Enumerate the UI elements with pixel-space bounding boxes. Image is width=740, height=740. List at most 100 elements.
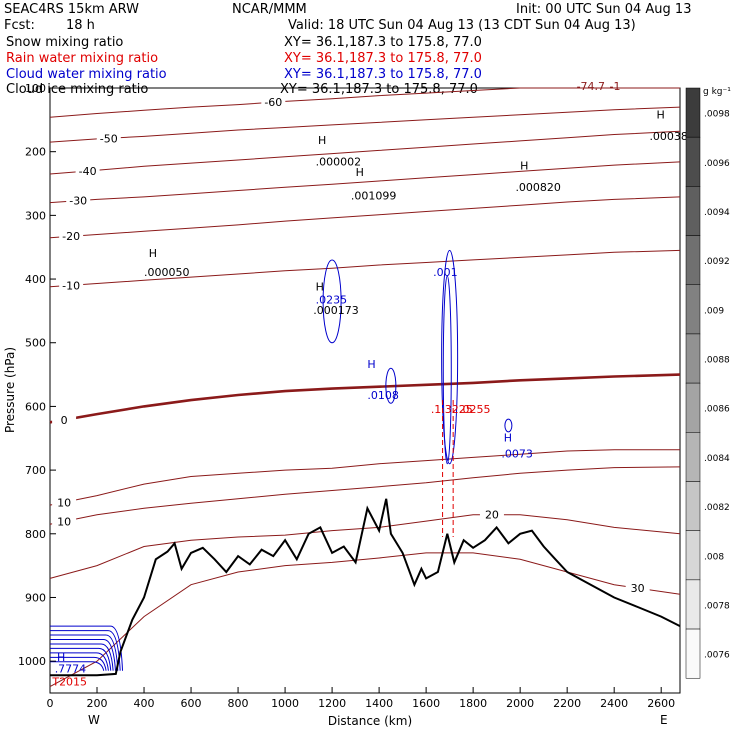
cloud-water-label: .001 xyxy=(433,266,458,279)
isotherm-label-bg xyxy=(261,96,286,108)
y-tick-label: 900 xyxy=(25,591,46,604)
cloud-water-label: .0235 xyxy=(316,293,348,306)
colorbar-swatch xyxy=(685,579,701,630)
isotherm-line xyxy=(49,249,681,288)
field-cloud-water-xy: XY= 36.1,187.3 to 175.8, 77.0 xyxy=(284,67,482,82)
cloud-water-label: .0108 xyxy=(367,389,399,402)
isotherm-line xyxy=(49,106,681,143)
fcst-label: Fcst: xyxy=(4,18,35,33)
x-tick-label: 400 xyxy=(134,697,155,710)
x-tick-label: 2400 xyxy=(600,697,628,710)
cloud-water-contour xyxy=(50,647,112,671)
h-marker: H xyxy=(656,109,664,122)
terrain-layer xyxy=(50,498,681,677)
isotherm-label: -20 xyxy=(62,230,80,243)
snow-label: .000050 xyxy=(144,266,190,279)
valid-time: Valid: 18 UTC Sun 04 Aug 13 (13 CDT Sun … xyxy=(288,18,636,33)
colorbar-swatch xyxy=(685,382,701,433)
colorbar-swatch xyxy=(685,628,701,679)
isotherm-label: -30 xyxy=(69,195,87,208)
low-label: T2015 xyxy=(51,675,87,688)
cloud-water-cell xyxy=(441,249,459,465)
isotherm-line xyxy=(49,449,680,506)
colorbar: .0098 .0096 .0094 .0092 .009 .0088 .0086 .0084.… xyxy=(685,87,730,679)
snow-label: .001099 xyxy=(351,189,397,202)
colorbar-tick-label: .0082 xyxy=(704,503,730,513)
h-marker: H xyxy=(367,358,375,371)
terrain-line xyxy=(50,498,681,677)
field-cloud-ice: Cloud ice mixing ratio xyxy=(6,82,148,97)
y-tick-label: 700 xyxy=(25,464,46,477)
x-tick-label: 1600 xyxy=(412,697,440,710)
isotherm-label: 20 xyxy=(485,509,499,522)
isotherm-line xyxy=(49,196,681,239)
field-rain-xy: XY= 36.1,187.3 to 175.8, 77.0 xyxy=(284,51,482,66)
isotherm-label-bg xyxy=(52,413,77,425)
colorbar-swatch xyxy=(685,481,701,531)
isotherm-line xyxy=(49,161,681,204)
y-axis-label: Pressure (hPa) xyxy=(3,347,17,433)
isotherm-label-bg xyxy=(59,279,84,291)
snow-label: .000002 xyxy=(316,156,362,169)
isotherm-label-bg xyxy=(66,194,91,206)
isotherm-line xyxy=(49,466,681,525)
snow-label: .00038 xyxy=(649,130,688,143)
colorbar-swatch xyxy=(685,87,701,138)
cloud-water-contour xyxy=(50,643,114,671)
colorbar-tick-label: .008 xyxy=(704,552,724,562)
top-label: -74.7 xyxy=(577,80,605,93)
field-cloud-water: Cloud water mixing ratio xyxy=(6,67,167,82)
model-title: SEAC4RS 15km ARW xyxy=(4,2,139,17)
x-tick-label: 600 xyxy=(181,697,202,710)
h-marker: H xyxy=(316,281,324,294)
isotherm-label-bg xyxy=(75,164,100,176)
y-tick-label: 1000 xyxy=(18,655,46,668)
isotherm-label: 10 xyxy=(57,515,71,528)
colorbar-tick-label: .0078 xyxy=(704,601,730,611)
cloud-water-contour xyxy=(50,625,124,671)
colorbar-swatch xyxy=(685,284,701,335)
cloud-water-label: .0073 xyxy=(501,447,532,460)
colorbar-tick-label: .009 xyxy=(704,306,724,316)
isotherm-label: -40 xyxy=(79,165,97,178)
isotherm-label-bg xyxy=(52,515,77,527)
colorbar-swatch xyxy=(685,432,701,482)
h-marker: H xyxy=(520,160,528,173)
fcst-value: 18 h xyxy=(66,18,95,33)
west-label: W xyxy=(88,713,100,727)
isotherm-label-bg xyxy=(59,230,84,242)
rain-label: .1.3225 xyxy=(431,403,473,416)
h-marker: H xyxy=(318,134,326,147)
snow-label: .000173 xyxy=(313,304,359,317)
isotherm-label: 10 xyxy=(57,496,71,509)
rain-layer xyxy=(442,400,454,537)
x-tick-label: 1400 xyxy=(365,697,393,710)
axes-layer: 0 200 400 600 800 1000 1200 1400 1600 1800 2000 220… xyxy=(18,82,675,710)
x-tick-label: 2200 xyxy=(553,697,581,710)
isotherm-label: 30 xyxy=(631,582,645,595)
rain-label: .0255 xyxy=(459,403,491,416)
cloud-water-contour xyxy=(50,661,105,671)
cloud-water-cell xyxy=(322,259,342,344)
isotherm-line xyxy=(49,87,680,118)
isotherm-label-bg xyxy=(479,508,504,520)
isotherm-label-bg xyxy=(625,582,650,594)
colorbar-tick-label: .0094 xyxy=(704,208,730,218)
colorbar-tick-label: .0084 xyxy=(704,454,730,464)
y-tick-label: 100 xyxy=(25,82,46,95)
x-tick-label: 1800 xyxy=(459,697,487,710)
x-tick-label: 1000 xyxy=(271,697,299,710)
isotherm-line xyxy=(49,130,681,175)
top-label: -1 xyxy=(609,80,620,93)
cloud-water-contour xyxy=(50,656,107,671)
cloud-water-cell xyxy=(504,418,513,433)
h-marker: H xyxy=(356,166,364,179)
x-tick-label: 0 xyxy=(47,697,54,710)
colorbar-tick-label: .0096 xyxy=(704,159,730,169)
y-tick-label: 600 xyxy=(25,400,46,413)
isotherm-label: -10 xyxy=(62,279,80,292)
isotherm-label-bg xyxy=(96,132,121,144)
cloud-water-label: .7774 xyxy=(55,663,87,676)
isotherm-label-bg xyxy=(52,496,77,508)
x-axis-label: Distance (km) xyxy=(328,714,412,728)
